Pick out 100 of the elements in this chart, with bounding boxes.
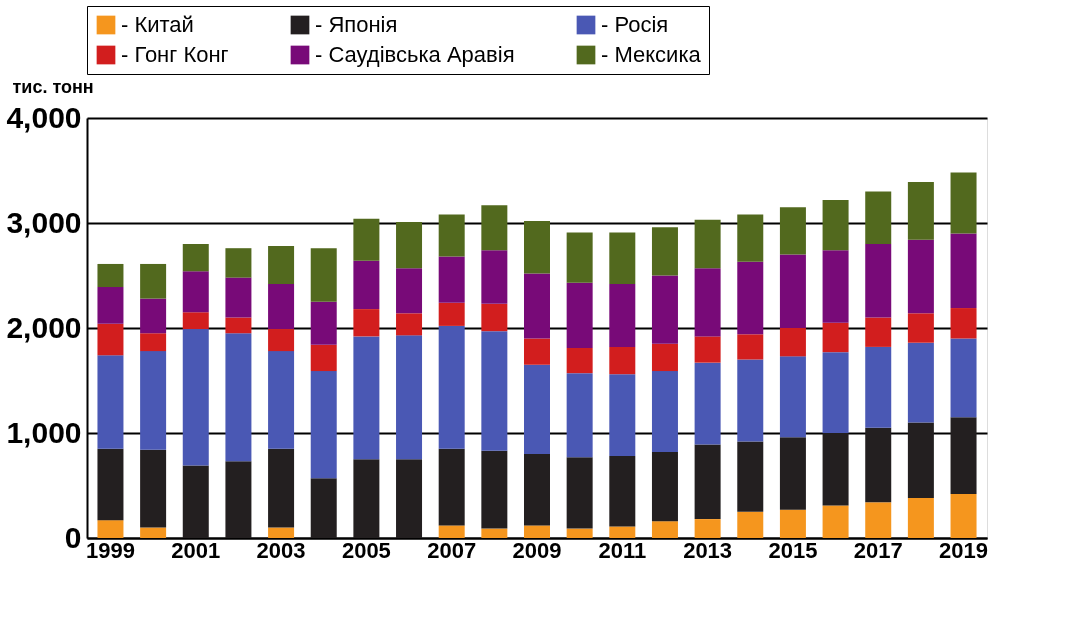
bar bbox=[396, 335, 423, 460]
bar bbox=[907, 422, 934, 499]
bar bbox=[566, 457, 593, 529]
bar bbox=[140, 298, 167, 334]
bar bbox=[779, 328, 806, 357]
bar bbox=[396, 268, 423, 314]
bar bbox=[97, 323, 124, 356]
bar bbox=[481, 250, 508, 304]
x-tick-label: 2019 bbox=[939, 537, 989, 563]
bar bbox=[438, 525, 465, 538]
bar bbox=[524, 454, 550, 526]
bar bbox=[97, 263, 124, 288]
bar bbox=[396, 459, 423, 538]
bar bbox=[438, 448, 465, 526]
legend-label: - Росія bbox=[601, 12, 669, 37]
bar bbox=[694, 268, 721, 337]
bar bbox=[566, 232, 593, 283]
x-tick-label: 1999 bbox=[85, 537, 135, 563]
bar bbox=[182, 329, 209, 466]
bar bbox=[140, 449, 167, 528]
bar bbox=[438, 214, 465, 257]
bar bbox=[310, 371, 337, 479]
bar bbox=[524, 364, 550, 454]
bar bbox=[524, 525, 550, 538]
bar bbox=[779, 254, 806, 328]
bar bbox=[907, 239, 934, 314]
bar bbox=[182, 312, 209, 330]
bar bbox=[524, 220, 550, 274]
legend-label: - Саудівська Аравія bbox=[315, 42, 515, 67]
bar bbox=[822, 505, 849, 538]
bar bbox=[268, 351, 295, 449]
bar bbox=[822, 250, 849, 323]
bar bbox=[651, 451, 678, 522]
bar bbox=[822, 322, 849, 353]
bar bbox=[140, 333, 167, 352]
bar bbox=[438, 325, 465, 449]
bar bbox=[779, 207, 806, 255]
bar bbox=[822, 352, 849, 433]
bar bbox=[353, 336, 380, 460]
bar bbox=[268, 448, 295, 528]
bar bbox=[822, 433, 849, 506]
legend-label: - Китай bbox=[121, 12, 194, 37]
bar bbox=[694, 219, 721, 269]
bar bbox=[566, 373, 593, 458]
bar bbox=[865, 244, 892, 318]
bar bbox=[481, 528, 508, 538]
x-tick-label: 2005 bbox=[341, 537, 391, 563]
bar bbox=[268, 283, 295, 330]
bar bbox=[310, 301, 337, 345]
bar bbox=[225, 317, 252, 334]
bar bbox=[737, 511, 764, 538]
bar bbox=[651, 227, 678, 276]
bar bbox=[950, 308, 977, 339]
bar bbox=[268, 527, 295, 538]
bar bbox=[950, 493, 977, 538]
legend-label: - Мексика bbox=[601, 42, 702, 67]
bar bbox=[950, 172, 977, 234]
bar bbox=[907, 182, 934, 240]
bar bbox=[396, 221, 423, 269]
bar bbox=[737, 334, 764, 360]
bar bbox=[225, 277, 252, 318]
bar bbox=[950, 338, 977, 418]
bar bbox=[694, 362, 721, 445]
bar bbox=[694, 444, 721, 520]
legend-label: - Гонг Конг bbox=[121, 42, 229, 67]
bar bbox=[865, 191, 892, 244]
bar bbox=[566, 528, 593, 538]
bar bbox=[950, 417, 977, 494]
bar bbox=[737, 359, 764, 442]
legend-label: - Японія bbox=[315, 12, 398, 37]
y-tick-label: 1,000 bbox=[6, 415, 82, 449]
bar bbox=[566, 282, 593, 348]
x-tick-label: 2013 bbox=[683, 537, 733, 563]
bar bbox=[694, 336, 721, 363]
bar bbox=[779, 356, 806, 438]
bar bbox=[140, 263, 167, 299]
x-tick-label: 2015 bbox=[768, 537, 818, 563]
bar bbox=[737, 261, 764, 335]
bar bbox=[182, 465, 209, 538]
bar bbox=[609, 283, 636, 347]
bar bbox=[651, 275, 678, 344]
bar bbox=[310, 344, 337, 372]
bar bbox=[268, 246, 295, 284]
bar bbox=[779, 437, 806, 510]
bar bbox=[97, 520, 124, 538]
bar bbox=[779, 509, 806, 538]
bar bbox=[97, 355, 124, 449]
bar bbox=[907, 342, 934, 423]
bar bbox=[310, 248, 337, 302]
bar bbox=[353, 309, 380, 337]
bar bbox=[609, 346, 636, 375]
bar bbox=[140, 351, 167, 450]
bar bbox=[353, 260, 380, 310]
bar bbox=[353, 459, 380, 538]
bar bbox=[694, 519, 721, 538]
bar bbox=[609, 456, 636, 527]
bar bbox=[865, 346, 892, 428]
bar bbox=[907, 498, 934, 538]
bar bbox=[310, 478, 337, 538]
bar bbox=[225, 333, 252, 462]
